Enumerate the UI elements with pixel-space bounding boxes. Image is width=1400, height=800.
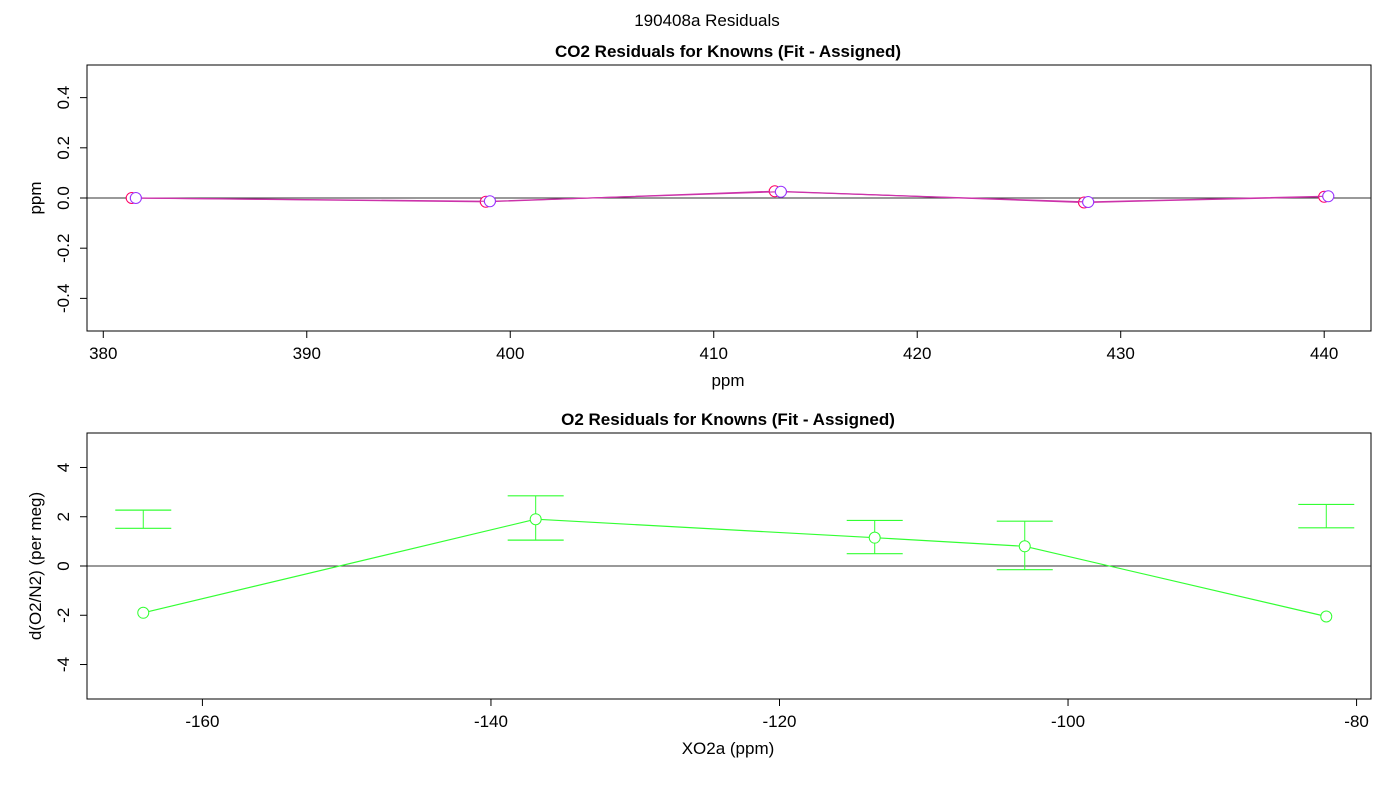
co2-y-axis-label: ppm [26, 181, 45, 214]
co2-data-point [129, 192, 142, 204]
o2-data-point [529, 513, 542, 526]
o2-data-point [137, 606, 150, 619]
co2-x-tick-label: 410 [700, 344, 728, 363]
o2-x-axis-label: XO2a (ppm) [682, 739, 775, 758]
o2-series-line [143, 518, 1327, 618]
co2-x-tick-label: 440 [1310, 344, 1338, 363]
co2-y-tick-label: -0.4 [54, 284, 73, 313]
co2-data-point [483, 195, 496, 208]
co2-data-point [774, 185, 787, 198]
co2-data-point [1322, 190, 1335, 203]
co2-y-tick-label: 0.2 [54, 136, 73, 160]
o2-y-tick-label: 0 [54, 561, 73, 570]
o2-x-tick-label: -140 [474, 712, 508, 731]
co2-x-axis-label: ppm [711, 371, 744, 390]
o2-y-tick-label: 2 [54, 512, 73, 521]
o2-residuals-panel: O2 Residuals for Knowns (Fit - Assigned)… [26, 410, 1372, 758]
co2-residuals-panel: CO2 Residuals for Knowns (Fit - Assigned… [26, 42, 1372, 390]
o2-data-point [1018, 540, 1031, 553]
o2-x-tick-label: -80 [1344, 712, 1369, 731]
co2-y-tick-label: 0.4 [54, 86, 73, 110]
co2-x-tick-label: 380 [89, 344, 117, 363]
figure-suptitle: 190408a Residuals [634, 11, 780, 30]
co2-y-tick-label: -0.2 [54, 234, 73, 263]
co2-panel-title: CO2 Residuals for Knowns (Fit - Assigned… [555, 42, 901, 61]
o2-data-point [868, 531, 881, 544]
co2-x-tick-label: 420 [903, 344, 931, 363]
o2-x-tick-label: -120 [762, 712, 796, 731]
co2-y-tick-label: 0.0 [54, 186, 73, 210]
o2-y-tick-label: 4 [54, 463, 73, 472]
o2-y-axis-label: d(O2/N2) (per meg) [26, 492, 45, 640]
o2-y-tick-label: -4 [54, 657, 73, 672]
o2-x-tick-label: -100 [1051, 712, 1085, 731]
o2-y-tick-label: -2 [54, 608, 73, 623]
co2-data-point [1082, 196, 1095, 209]
o2-data-point [1320, 610, 1333, 623]
co2-x-tick-label: 400 [496, 344, 524, 363]
o2-panel-title: O2 Residuals for Knowns (Fit - Assigned) [561, 410, 895, 429]
co2-x-tick-label: 430 [1107, 344, 1135, 363]
o2-x-tick-label: -160 [185, 712, 219, 731]
co2-x-tick-label: 390 [293, 344, 321, 363]
